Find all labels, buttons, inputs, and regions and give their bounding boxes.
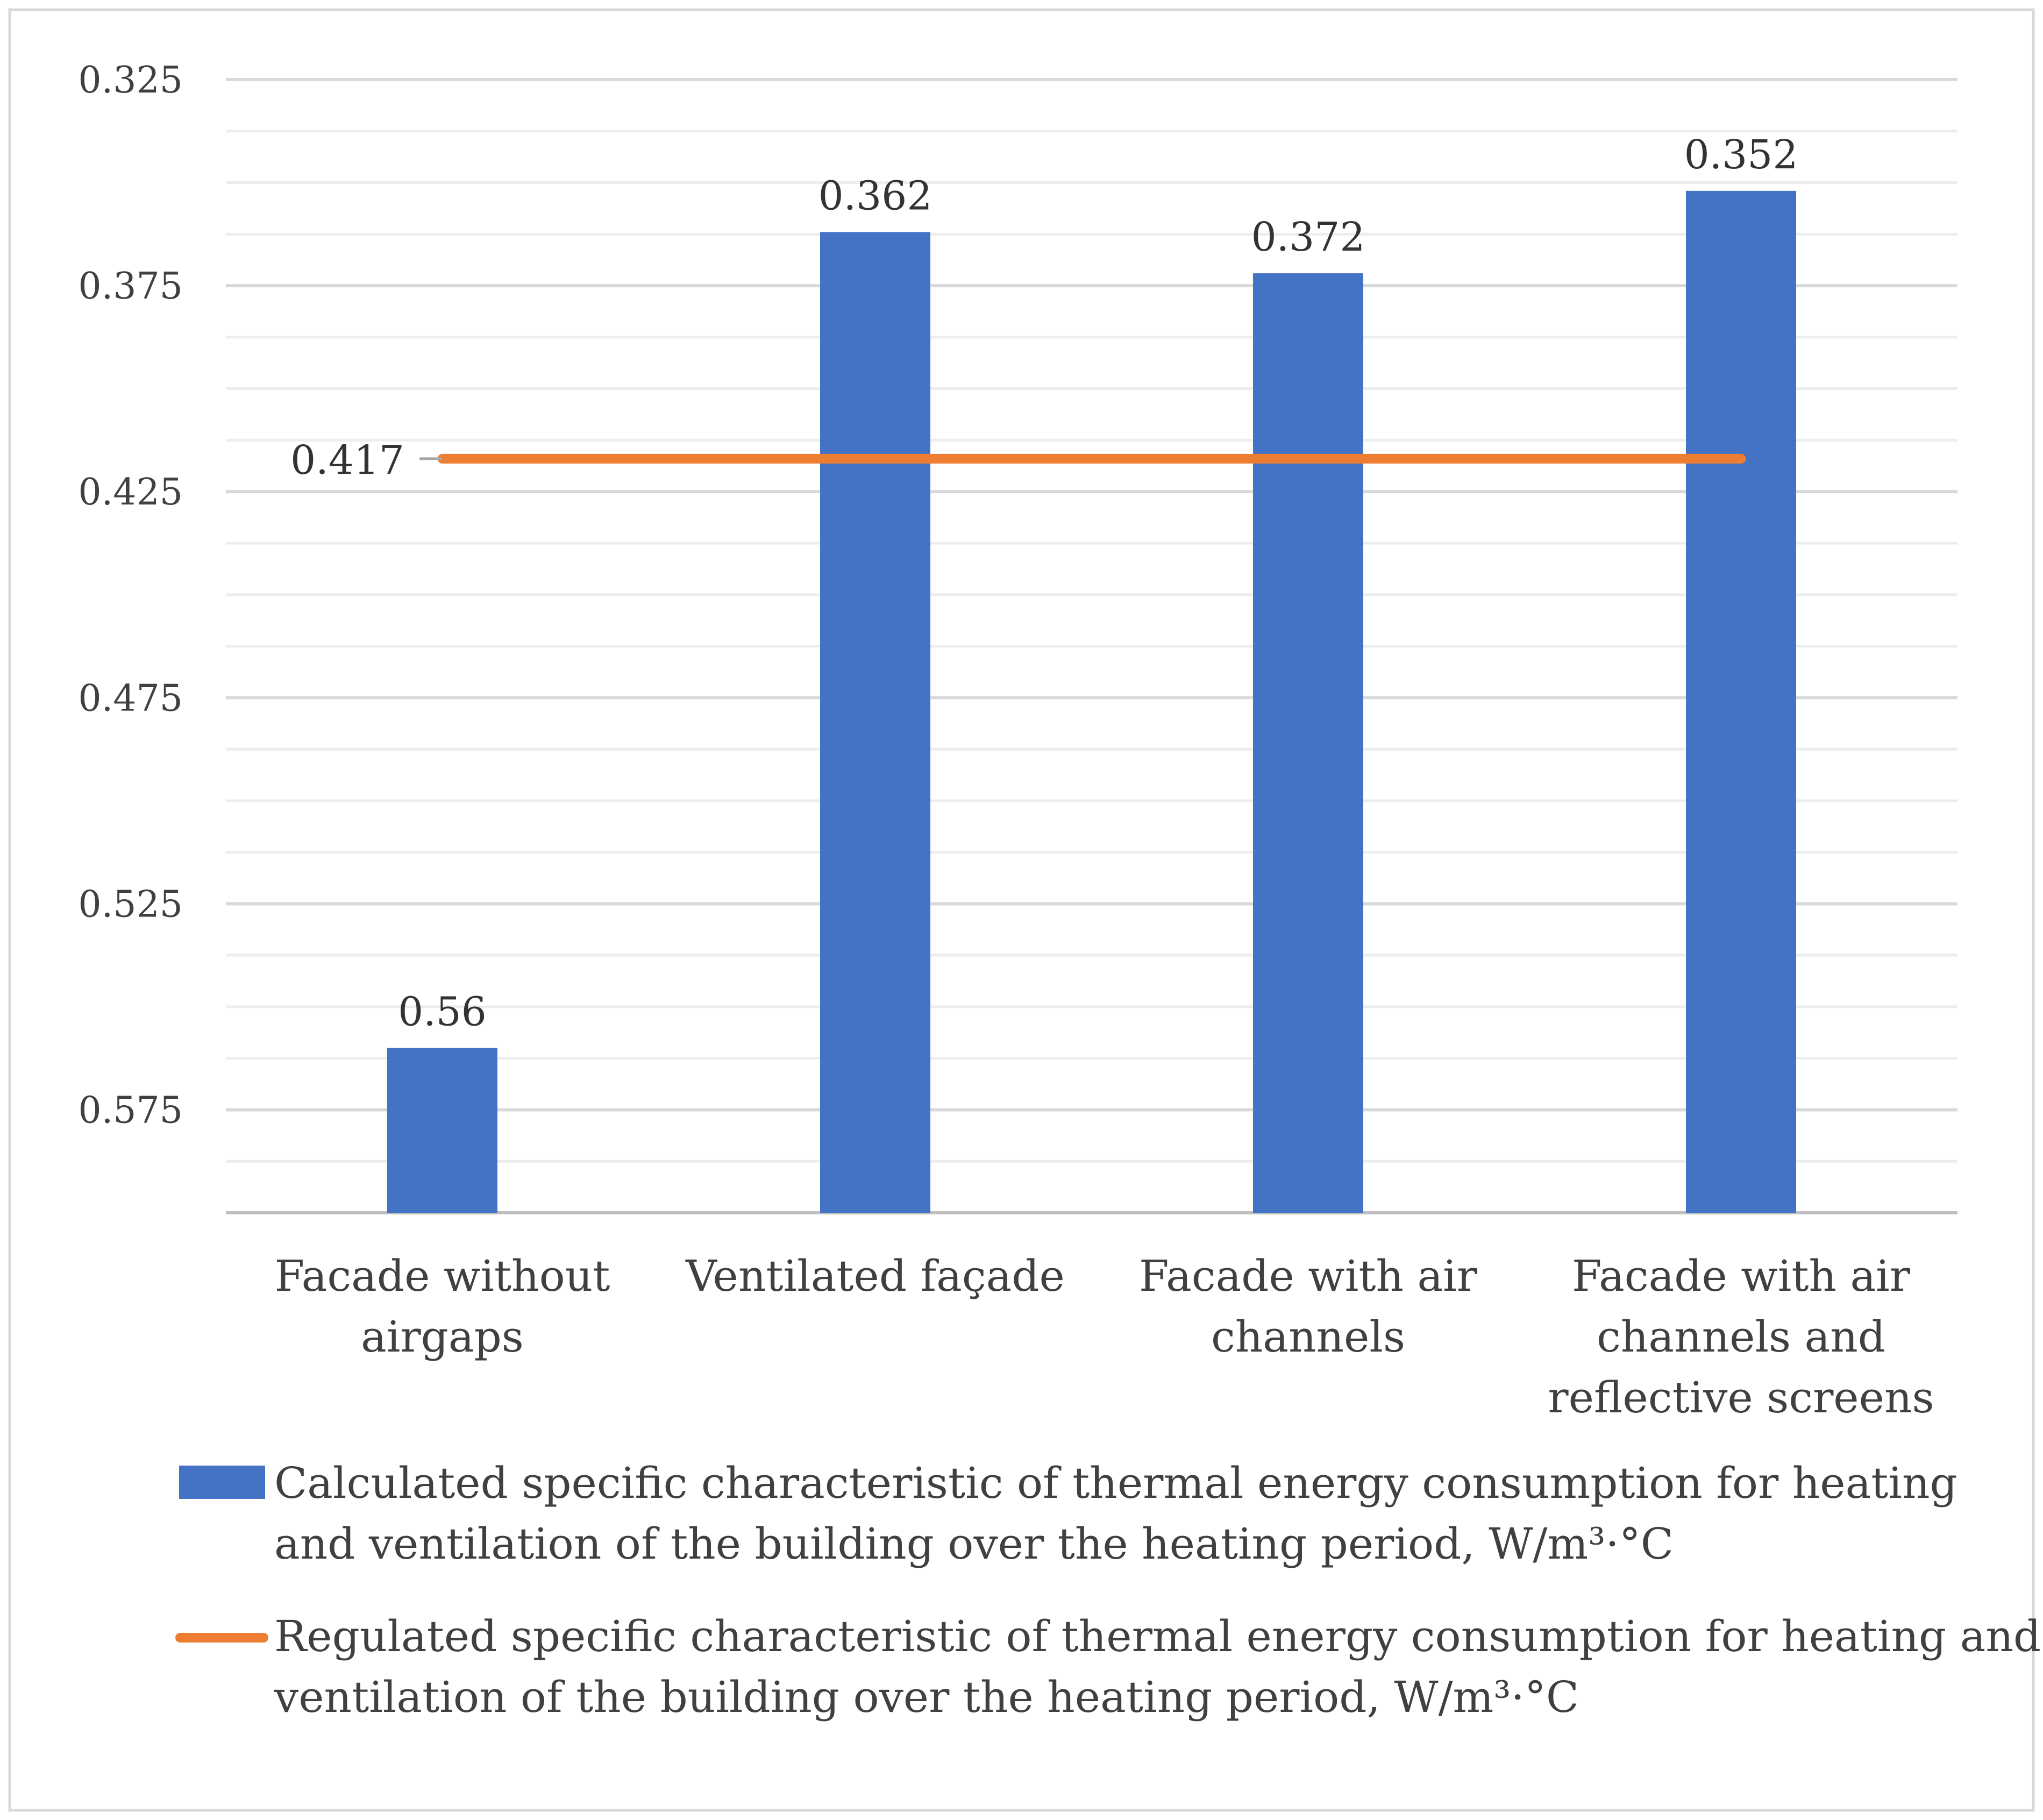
category-label: reflective screens — [1548, 1373, 1934, 1423]
bar — [820, 232, 930, 1213]
bar-data-label: 0.372 — [1251, 214, 1365, 260]
bar — [387, 1048, 497, 1213]
bar-data-label: 0.352 — [1684, 132, 1798, 178]
bar-series: 0.56 0.362 0.372 0.352 — [387, 132, 1798, 1213]
y-tick-label: 0.425 — [78, 471, 183, 514]
y-axis-ticks: 0.325 0.375 0.425 0.475 0.525 0.575 — [78, 59, 183, 1132]
legend-label: and ventilation of the building over the… — [274, 1519, 1674, 1569]
category-label: Facade with air — [1139, 1251, 1478, 1301]
reference-line-label: 0.417 — [290, 437, 404, 484]
category-label: channels and — [1597, 1312, 1885, 1362]
category-label: Facade without — [275, 1251, 610, 1301]
y-tick-label: 0.575 — [78, 1089, 183, 1132]
category-label: channels — [1211, 1312, 1405, 1362]
gridlines — [226, 78, 1957, 1214]
category-label: airgaps — [361, 1312, 524, 1362]
y-tick-label: 0.375 — [78, 265, 183, 308]
category-labels: Facade without airgaps Ventilated façade Fa… — [275, 1251, 1934, 1423]
y-tick-label: 0.325 — [78, 59, 183, 102]
y-tick-label: 0.525 — [78, 883, 183, 926]
reference-line-series: 0.417 — [290, 437, 1746, 484]
bar-data-label: 0.56 — [398, 989, 487, 1035]
bar — [1253, 273, 1363, 1213]
legend-swatch-bar — [179, 1466, 265, 1499]
legend: Calculated specific characteristic of th… — [175, 1458, 2041, 1722]
legend-label: ventilation of the building over the hea… — [274, 1672, 1579, 1722]
legend-label: Calculated specific characteristic of th… — [274, 1458, 1957, 1508]
bar-data-label: 0.362 — [818, 173, 932, 219]
y-tick-label: 0.475 — [78, 677, 183, 720]
legend-label: Regulated specific characteristic of the… — [274, 1611, 2041, 1661]
bar — [1686, 190, 1796, 1213]
category-label: Facade with air — [1572, 1251, 1911, 1301]
category-label: Ventilated façade — [685, 1251, 1065, 1301]
